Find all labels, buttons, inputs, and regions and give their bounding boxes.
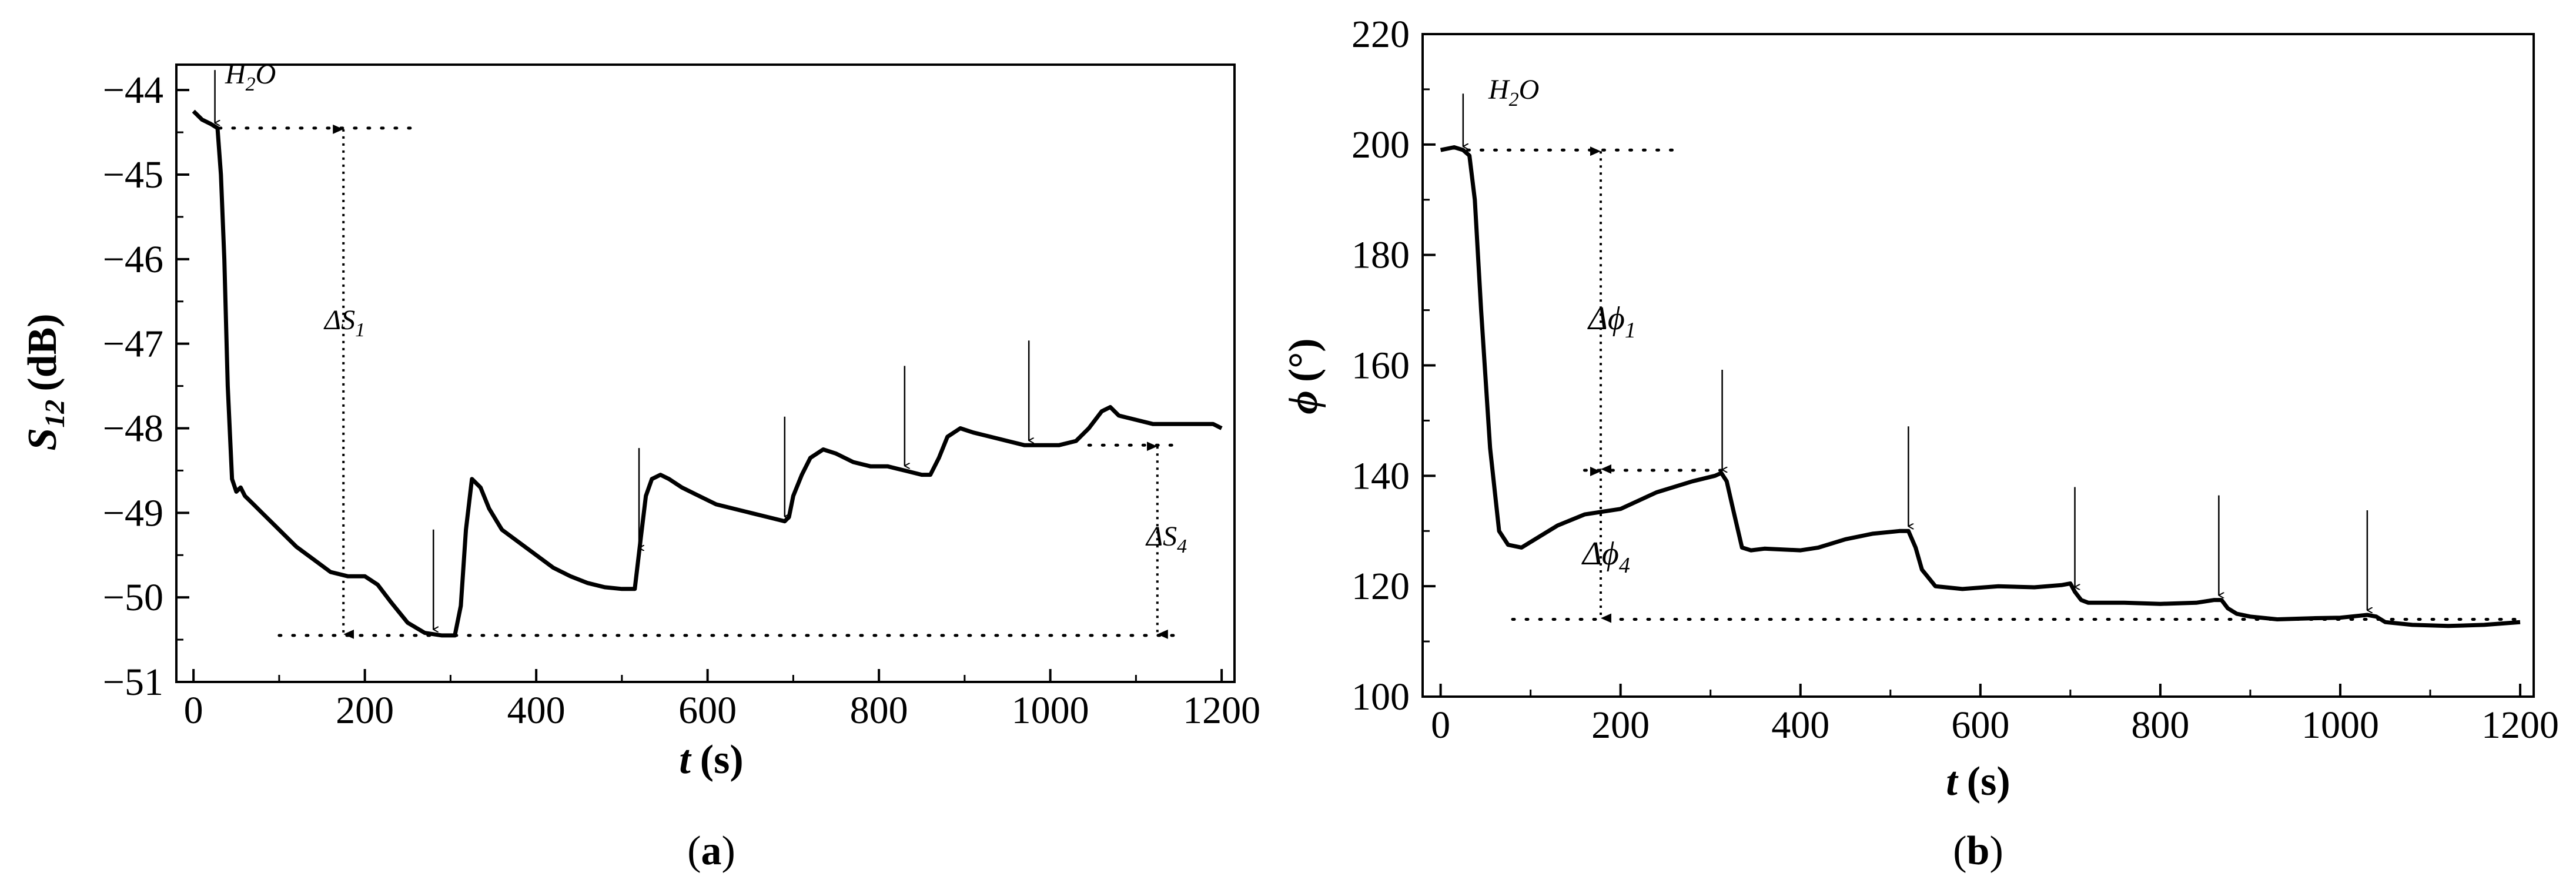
s12-series-line (192, 109, 1223, 638)
x-tick-label: 1200 (1183, 689, 1260, 732)
x-tick-label: 200 (1591, 704, 1650, 747)
x-tick-label: 600 (678, 689, 737, 732)
chart-panel-a: 0 200 400 600 800 1000 1200 −51 −50 −49 −48 −47 −46… (20, 59, 1260, 874)
x-axis-label-b: t (s) (1946, 759, 2010, 804)
delta-s1-label: ΔS1 (323, 305, 365, 341)
x-tick-labels-b: 0 200 400 600 800 1000 1200 (1431, 704, 2559, 747)
reference-lines-a (218, 124, 1176, 639)
x-tick-label: 400 (1771, 704, 1829, 747)
y-axis-label-b: ϕ(°) (1281, 338, 1326, 414)
y-tick-label: −45 (103, 153, 163, 196)
y-tick-label: 100 (1351, 675, 1410, 718)
y-tick-label: −47 (103, 323, 163, 366)
delta-phi4-label: Δϕ4 (1581, 536, 1630, 578)
x-tick-label: 1200 (2481, 704, 2559, 747)
y-tick-label: 120 (1351, 565, 1410, 608)
y-tick-labels-b: 100 120 140 160 180 200 220 (1351, 13, 1410, 718)
y-tick-label: −46 (103, 238, 163, 281)
y-tick-label: 200 (1351, 123, 1410, 166)
chart-panel-b: 0 200 400 600 800 1000 1200 100 120 140 160 180 200… (1281, 13, 2559, 874)
y-tick-label: −44 (103, 69, 163, 112)
reference-lines-b (1466, 146, 2522, 623)
y-axis-label-a: S12(dB) (20, 313, 71, 450)
x-tick-label: 600 (1951, 704, 2009, 747)
x-axis-label-a: t (s) (679, 737, 743, 782)
h2o-label-b: H2O (1488, 74, 1539, 111)
panel-label-a: (a) (687, 828, 735, 874)
x-tick-label: 800 (850, 689, 908, 732)
x-tick-label: 0 (1431, 704, 1450, 747)
axis-ticks-b (1423, 33, 2522, 698)
x-tick-label: 800 (2131, 704, 2189, 747)
x-tick-labels-a: 0 200 400 600 800 1000 1200 (184, 689, 1260, 732)
y-tick-labels-a: −51 −50 −49 −48 −47 −46 −45 −44 (103, 69, 163, 704)
y-tick-label: −51 (103, 661, 163, 704)
y-tick-label: 220 (1351, 13, 1410, 56)
plot-frame-a (175, 63, 1236, 683)
y-tick-label: −50 (103, 576, 163, 619)
x-tick-label: 0 (184, 689, 203, 732)
y-tick-label: 140 (1351, 454, 1410, 497)
axis-ticks-a (176, 89, 1223, 683)
x-tick-label: 1000 (1012, 689, 1089, 732)
x-tick-label: 200 (336, 689, 394, 732)
y-tick-label: −48 (103, 407, 163, 450)
delta-phi1-label: Δϕ1 (1587, 300, 1636, 343)
y-tick-label: 180 (1351, 234, 1410, 277)
delta-s4-label: ΔS4 (1145, 521, 1187, 557)
h2o-label-a: H2O (225, 59, 276, 95)
injection-arrows-a (214, 70, 1029, 630)
phase-series-line (1440, 145, 2521, 628)
y-tick-label: −49 (103, 491, 163, 534)
x-tick-label: 1000 (2301, 704, 2379, 747)
y-tick-label: 160 (1351, 344, 1410, 387)
panel-label-b: (b) (1953, 828, 2003, 874)
x-tick-label: 400 (507, 689, 566, 732)
injection-arrows-b (1462, 93, 2367, 610)
